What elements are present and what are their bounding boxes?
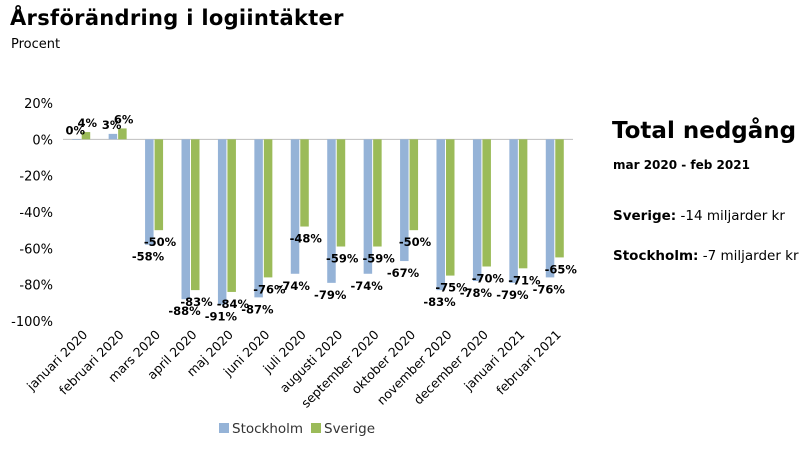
data-label-stockholm: -91% — [205, 310, 238, 324]
bar-stockholm — [254, 139, 263, 298]
summary-stat-stockholm: Stockholm: -7 miljarder kr — [613, 248, 799, 264]
bar-sverige — [482, 139, 491, 267]
bar-chart: 20%0%-20%-40%-60%-80%-100%0%4%januari 20… — [11, 97, 578, 437]
data-label-stockholm: -58% — [132, 250, 165, 264]
bar-sverige — [118, 128, 127, 140]
data-label-stockholm: -67% — [387, 266, 420, 280]
data-label-stockholm: -79% — [314, 288, 347, 302]
bar-stockholm — [108, 133, 118, 140]
legend-item-sverige-swatch — [311, 423, 321, 433]
y-tick-label: -80% — [19, 279, 53, 294]
data-label-sverige: -70% — [472, 272, 505, 286]
bar-sverige — [336, 139, 346, 247]
data-label-sverige: -71% — [508, 273, 541, 287]
bar-sverige — [191, 139, 200, 291]
bar-stockholm — [509, 139, 518, 283]
bar-sverige — [154, 139, 164, 231]
bar-stockholm — [72, 139, 81, 140]
y-tick-label: 20% — [24, 97, 53, 112]
data-label-sverige: -59% — [362, 252, 395, 266]
data-label-stockholm: -78% — [460, 286, 493, 300]
legend-item-sverige-label: Sverige — [324, 421, 375, 437]
data-label-stockholm: -74% — [350, 279, 383, 293]
data-label-sverige: -50% — [399, 235, 432, 249]
bar-stockholm — [436, 139, 445, 291]
data-label-sverige: -75% — [435, 281, 468, 295]
summary-stat-label: Sverige: — [613, 208, 677, 224]
legend-item-stockholm-swatch — [219, 423, 229, 433]
x-tick-label: februari 2021 — [493, 327, 564, 398]
y-tick-label: -100% — [11, 315, 53, 330]
data-label-stockholm: -76% — [533, 282, 566, 296]
bar-stockholm — [363, 139, 373, 274]
bar-stockholm — [217, 139, 227, 305]
data-label-stockholm: -74% — [278, 279, 311, 293]
bar-stockholm — [400, 139, 409, 262]
bar-stockholm — [181, 139, 190, 300]
chart-title: Årsförändring i logiintäkter — [10, 6, 344, 30]
bar-sverige — [81, 132, 91, 140]
data-label-sverige: -65% — [545, 262, 578, 276]
y-tick-label: -60% — [19, 242, 53, 257]
data-label-stockholm: -87% — [241, 302, 274, 316]
bar-stockholm — [472, 139, 482, 282]
chart-subtitle: Procent — [11, 37, 61, 52]
data-label-sverige: -48% — [290, 232, 323, 246]
bar-sverige — [300, 139, 309, 227]
summary-stat-label: Stockholm: — [613, 248, 699, 264]
x-tick-label: januari 2020 — [23, 327, 90, 394]
legend-item-stockholm-label: Stockholm — [232, 421, 303, 437]
data-label-stockholm: 0% — [65, 123, 85, 137]
summary-period: mar 2020 - feb 2021 — [613, 158, 750, 172]
bar-stockholm — [545, 139, 555, 278]
data-label-stockholm: -83% — [423, 295, 456, 309]
data-label-stockholm: -88% — [168, 304, 201, 318]
bar-stockholm — [290, 139, 300, 274]
summary-stat-sverige: Sverige: -14 miljarder kr — [613, 208, 785, 224]
bar-sverige — [373, 139, 382, 247]
bar-sverige — [227, 139, 236, 292]
bar-sverige — [409, 139, 419, 231]
data-label-sverige: -76% — [253, 282, 286, 296]
bar-sverige — [518, 139, 528, 269]
summary-stat-value: -14 miljarder kr — [680, 208, 785, 224]
data-label-sverige: -50% — [144, 235, 177, 249]
bar-stockholm — [145, 139, 154, 245]
data-label-sverige: 6% — [114, 112, 134, 126]
data-label-stockholm: -79% — [496, 288, 529, 302]
data-label-sverige: -84% — [217, 297, 250, 311]
y-tick-label: 0% — [32, 133, 53, 148]
summary-heading: Total nedgång — [612, 118, 797, 144]
data-label-sverige: -59% — [326, 252, 359, 266]
data-label-stockholm: 3% — [102, 118, 122, 132]
bar-stockholm — [327, 139, 336, 283]
bar-sverige — [446, 139, 455, 276]
bar-sverige — [555, 139, 564, 258]
bar-sverige — [263, 139, 273, 278]
y-tick-label: -40% — [19, 206, 53, 221]
summary-stat-value: -7 miljarder kr — [702, 248, 799, 264]
data-label-sverige: 4% — [77, 116, 97, 130]
y-tick-label: -20% — [19, 170, 53, 185]
data-label-sverige: -83% — [180, 295, 213, 309]
